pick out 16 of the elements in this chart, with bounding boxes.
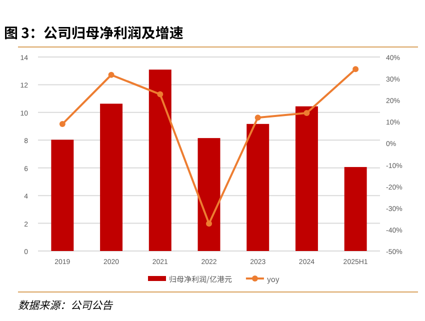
bar	[198, 138, 220, 251]
bar	[344, 167, 367, 251]
bar	[148, 70, 172, 251]
point	[352, 66, 359, 72]
point	[59, 121, 66, 128]
point	[206, 220, 212, 227]
source-note: 数据来源：公司公告	[18, 298, 114, 313]
point	[304, 110, 310, 116]
bar	[100, 104, 123, 251]
point	[254, 114, 261, 121]
chart-title: 图 3：公司归母净利润及增速	[4, 23, 184, 43]
point	[108, 72, 114, 78]
point	[157, 91, 164, 98]
bar	[51, 140, 74, 251]
bar	[246, 124, 270, 251]
bar	[295, 106, 318, 251]
